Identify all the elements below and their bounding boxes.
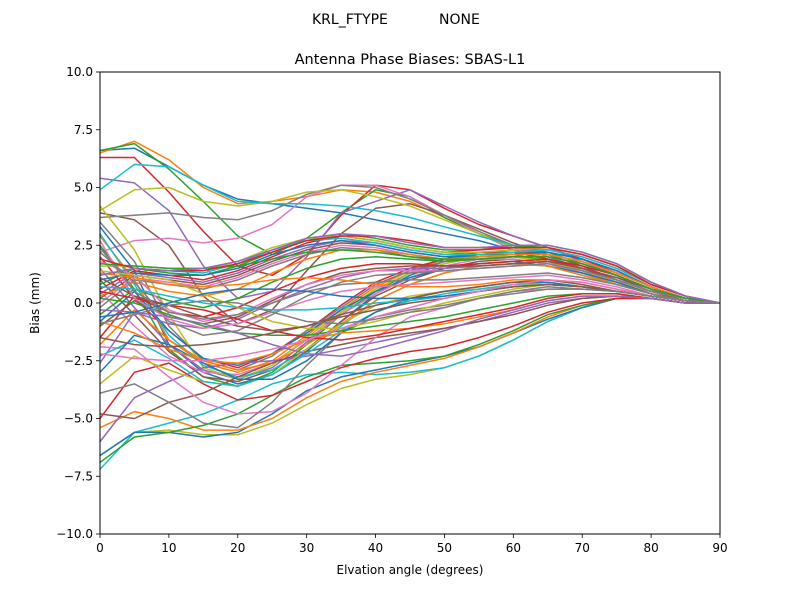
series-line-38 bbox=[100, 251, 720, 337]
series-line-32 bbox=[100, 249, 720, 304]
x-tick-label: 40 bbox=[368, 541, 383, 555]
series-line-67 bbox=[100, 279, 720, 362]
y-tick-label: 2.5 bbox=[74, 238, 93, 252]
x-tick-label: 20 bbox=[230, 541, 245, 555]
series-line-21 bbox=[100, 260, 720, 367]
x-axis: 0 10 20 30 40 50 60 70 80 90 bbox=[96, 534, 728, 555]
x-tick-label: 70 bbox=[575, 541, 590, 555]
series-line-58 bbox=[100, 247, 720, 320]
y-tick-label: 10.0 bbox=[66, 65, 93, 79]
series-line-65 bbox=[100, 232, 720, 304]
suptitle-left: KRL_FTYPE bbox=[312, 12, 388, 28]
y-tick-label: −2.5 bbox=[64, 354, 93, 368]
x-tick-label: 90 bbox=[712, 541, 727, 555]
series-line-30 bbox=[100, 237, 720, 304]
y-axis-label: Bias (mm) bbox=[28, 272, 42, 334]
y-tick-label: −5.0 bbox=[64, 412, 93, 426]
series-line-54 bbox=[100, 290, 720, 341]
y-tick-label: −10.0 bbox=[56, 527, 93, 541]
y-tick-label: 0.0 bbox=[74, 296, 93, 310]
x-tick-label: 30 bbox=[299, 541, 314, 555]
x-tick-label: 50 bbox=[437, 541, 452, 555]
x-tick-label: 80 bbox=[643, 541, 658, 555]
x-axis-label: Elvation angle (degrees) bbox=[337, 563, 484, 577]
series-line-68 bbox=[100, 286, 720, 325]
plot-area bbox=[99, 71, 721, 535]
chart-title: Antenna Phase Biases: SBAS-L1 bbox=[295, 52, 526, 68]
x-tick-label: 0 bbox=[96, 541, 104, 555]
series-lines bbox=[100, 140, 720, 470]
y-tick-label: −7.5 bbox=[64, 469, 93, 483]
series-line-31 bbox=[100, 239, 720, 304]
suptitle-right: NONE bbox=[439, 12, 480, 28]
series-line-64 bbox=[100, 235, 720, 304]
y-tick-label: 5.0 bbox=[74, 181, 93, 195]
y-tick-label: 7.5 bbox=[74, 123, 93, 137]
series-line-55 bbox=[100, 295, 720, 357]
x-tick-label: 10 bbox=[161, 541, 176, 555]
series-line-44 bbox=[100, 297, 720, 419]
x-tick-label: 60 bbox=[506, 541, 521, 555]
series-line-57 bbox=[100, 240, 720, 330]
y-axis: −10.0 −7.5 −5.0 −2.5 0.0 2.5 5.0 7.5 10.0 bbox=[56, 65, 100, 541]
